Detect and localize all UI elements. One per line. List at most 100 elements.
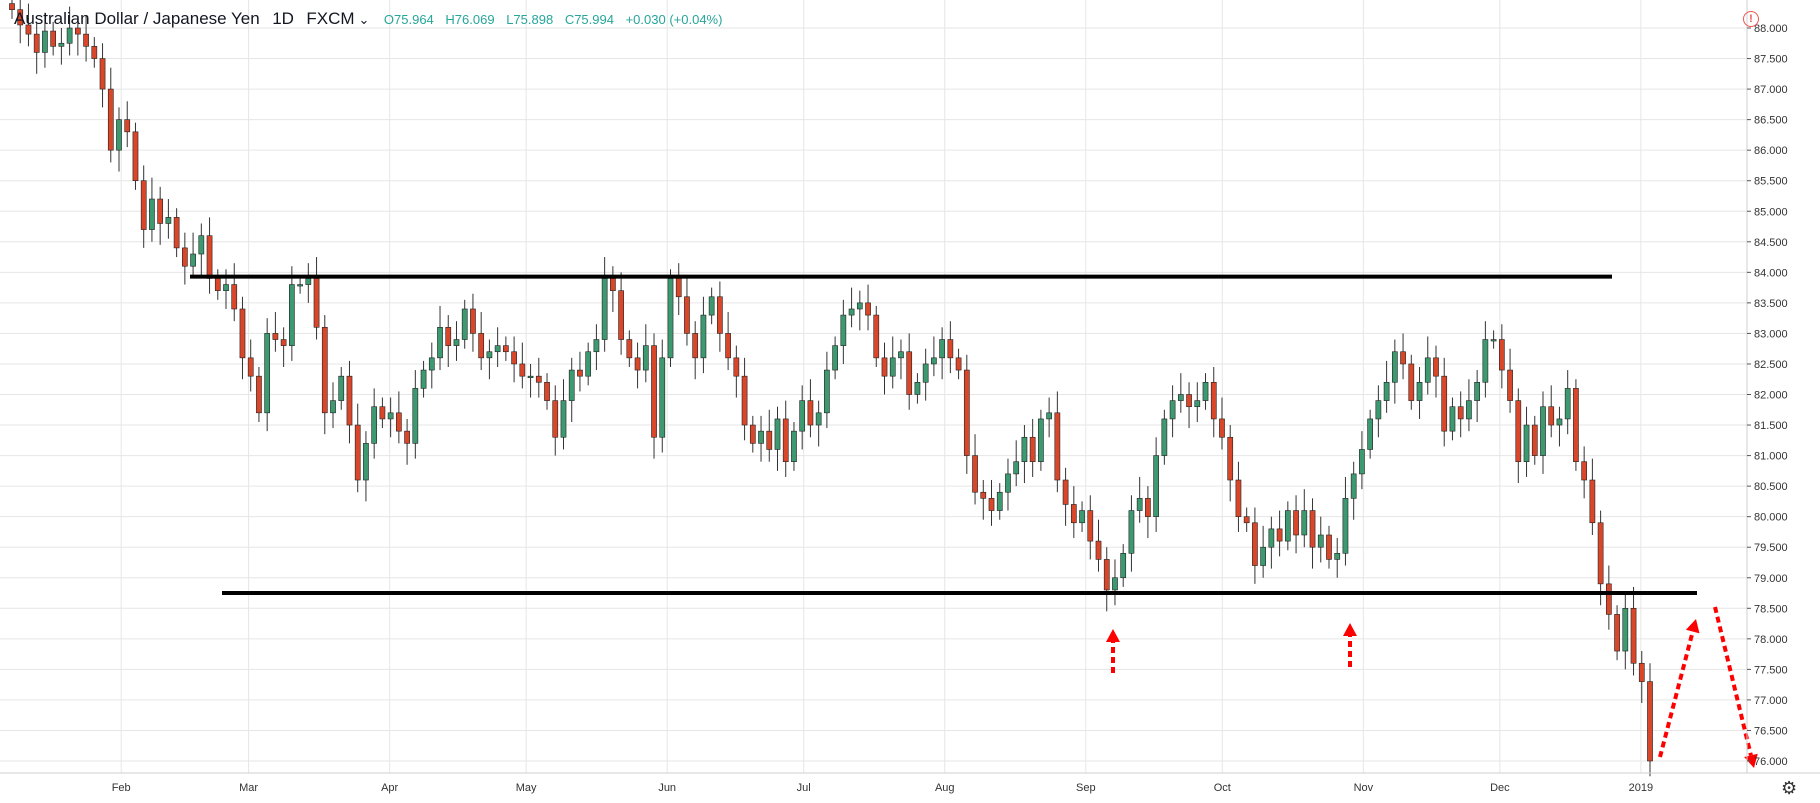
candle bbox=[1038, 409, 1044, 471]
candle-body bbox=[503, 345, 509, 353]
candle-body bbox=[741, 375, 748, 426]
chart-header: Australian Dollar / Japanese Yen 1D FXCM… bbox=[14, 9, 730, 29]
candle-body bbox=[1194, 400, 1201, 408]
candle-body bbox=[1161, 418, 1168, 456]
candle-body bbox=[149, 198, 155, 230]
candle-body bbox=[996, 491, 1003, 511]
y-tick-label: 87.500 bbox=[1754, 54, 1788, 66]
candle-body bbox=[585, 351, 592, 377]
candle bbox=[1301, 489, 1308, 548]
candle bbox=[1548, 385, 1555, 438]
candle-body bbox=[947, 339, 954, 359]
candle-body bbox=[1210, 381, 1217, 420]
gear-icon[interactable]: ⚙ bbox=[1781, 778, 1798, 798]
y-tick-label: 80.500 bbox=[1754, 481, 1788, 493]
candle bbox=[758, 415, 764, 462]
candle bbox=[1210, 367, 1217, 438]
candle bbox=[1498, 324, 1505, 389]
candle bbox=[1293, 495, 1299, 554]
candle-body bbox=[1383, 381, 1390, 401]
candle-body bbox=[1252, 522, 1258, 566]
candle bbox=[1556, 406, 1563, 447]
candle bbox=[33, 21, 40, 74]
candle bbox=[963, 354, 970, 474]
low-value: L75.898 bbox=[506, 12, 554, 27]
candle bbox=[708, 287, 715, 325]
y-tick-label: 79.500 bbox=[1754, 542, 1788, 554]
candle bbox=[1597, 510, 1604, 606]
candle bbox=[1605, 565, 1612, 630]
candle-body bbox=[25, 24, 32, 35]
candle bbox=[42, 12, 48, 68]
candle bbox=[470, 293, 476, 352]
candle-body bbox=[922, 363, 929, 383]
y-tick-label: 85.500 bbox=[1754, 176, 1788, 188]
candle bbox=[741, 357, 748, 441]
candle bbox=[412, 370, 419, 459]
candle bbox=[132, 122, 139, 190]
candle bbox=[782, 400, 789, 477]
candle bbox=[363, 431, 369, 502]
candle-body bbox=[651, 345, 657, 438]
candle-body bbox=[1268, 528, 1275, 548]
candle bbox=[675, 263, 682, 316]
interval-label[interactable]: 1D bbox=[272, 9, 294, 28]
y-tick-label: 88.000 bbox=[1754, 23, 1788, 35]
candle bbox=[1112, 559, 1118, 606]
candle bbox=[791, 421, 797, 471]
candle bbox=[313, 257, 320, 340]
candle bbox=[511, 336, 517, 383]
candle-body bbox=[988, 498, 995, 511]
candle bbox=[1359, 431, 1365, 490]
candle-body bbox=[272, 333, 279, 340]
candle bbox=[980, 480, 987, 520]
candle-body bbox=[642, 345, 649, 371]
candle bbox=[25, 3, 32, 47]
candle bbox=[1350, 461, 1357, 520]
candle-body bbox=[1301, 510, 1308, 536]
candle bbox=[1342, 476, 1349, 566]
candle-body bbox=[1235, 479, 1242, 517]
candle bbox=[1383, 360, 1390, 413]
y-tick-label: 86.500 bbox=[1754, 115, 1788, 127]
candle bbox=[1638, 651, 1645, 703]
open-value: O75.964 bbox=[383, 12, 434, 27]
candle-body bbox=[1153, 455, 1159, 517]
candle-body bbox=[124, 119, 131, 133]
candle-body bbox=[593, 339, 600, 353]
alert-circle-icon[interactable]: ! bbox=[1743, 11, 1759, 27]
candle bbox=[1054, 391, 1061, 493]
candle-body bbox=[873, 314, 880, 359]
x-tick-label: Dec bbox=[1490, 782, 1510, 794]
candle-body bbox=[815, 412, 822, 426]
candle bbox=[1416, 367, 1423, 419]
time-axis[interactable]: Feb Mar Apr May Jun Jul Aug Sep Oct Nov Dec 2019 bbox=[112, 782, 1653, 794]
candle bbox=[289, 266, 295, 361]
candle-body bbox=[1309, 510, 1316, 548]
candle-body bbox=[939, 339, 945, 359]
candle-body bbox=[412, 388, 419, 444]
candle bbox=[428, 342, 435, 389]
candle bbox=[338, 367, 345, 410]
candle bbox=[889, 336, 896, 389]
candle bbox=[165, 199, 172, 239]
symbol-title[interactable]: Australian Dollar / Japanese Yen bbox=[14, 9, 260, 28]
y-tick-label: 80.000 bbox=[1754, 512, 1788, 524]
price-axis[interactable]: 76.000 76.500 77.000 77.500 78.000 78.500 79.0… bbox=[1747, 23, 1788, 768]
y-tick-label: 77.500 bbox=[1754, 664, 1788, 676]
candle-body bbox=[733, 357, 740, 377]
chevron-down-icon[interactable]: ⌄ bbox=[358, 12, 370, 27]
candle-body bbox=[807, 400, 814, 426]
candle bbox=[503, 336, 509, 361]
candle-body bbox=[363, 443, 369, 481]
candle-body bbox=[99, 58, 106, 90]
candle bbox=[1169, 385, 1176, 438]
candle bbox=[1046, 397, 1052, 438]
candle-body bbox=[330, 400, 336, 414]
x-tick-label: Feb bbox=[112, 782, 131, 794]
candle bbox=[1177, 373, 1184, 413]
candle-body bbox=[881, 357, 888, 377]
candle-body bbox=[1219, 418, 1225, 438]
y-tick-label: 83.000 bbox=[1754, 328, 1788, 340]
